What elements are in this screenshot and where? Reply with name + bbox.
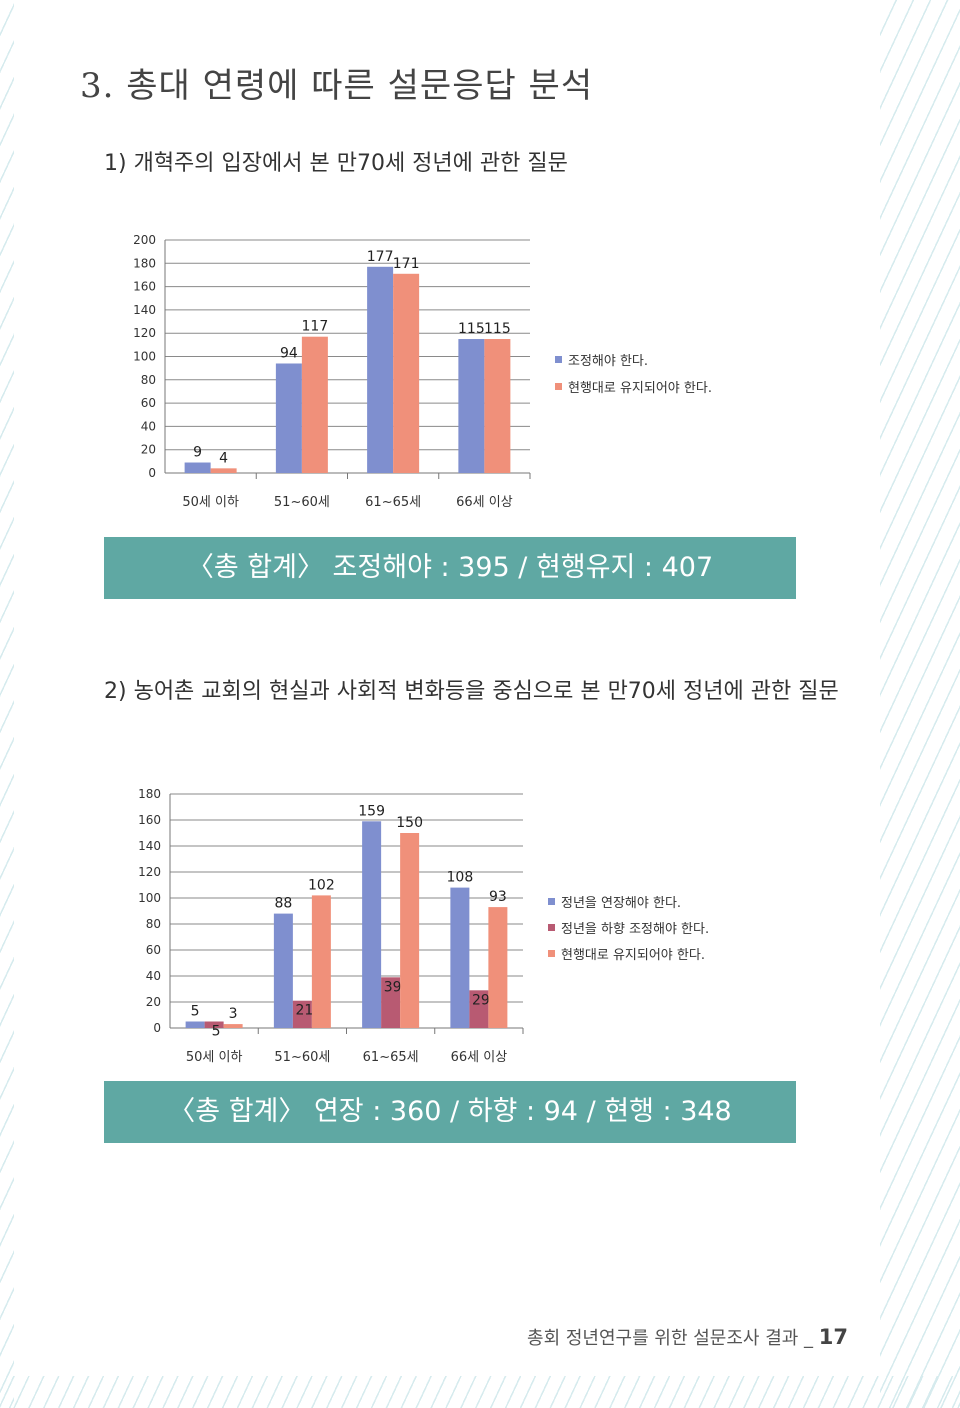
- data-label: 117: [302, 319, 329, 335]
- y-tick-label: 140: [138, 839, 161, 853]
- data-label: 88: [274, 896, 292, 912]
- bar: [273, 913, 293, 1028]
- data-label: 171: [393, 256, 420, 272]
- legend-label: 조정해야 한다.: [568, 354, 648, 369]
- bar: [458, 339, 485, 473]
- x-tick-label: 61~65세: [363, 1050, 419, 1065]
- y-tick-label: 100: [133, 350, 156, 364]
- y-tick-label: 180: [133, 256, 156, 270]
- legend-swatch: [548, 898, 555, 905]
- y-tick-label: 160: [138, 813, 161, 827]
- data-label: 29: [472, 992, 490, 1008]
- bar: [223, 1024, 243, 1028]
- total-banner-2: 〈총 합계〉 연장 : 360 / 하향 : 94 / 현행 : 348: [104, 1081, 796, 1143]
- question-2: 2) 농어촌 교회의 현실과 사회적 변화등을 중심으로 본 만70세 정년에 …: [104, 679, 839, 704]
- data-label: 94: [280, 345, 298, 361]
- data-label: 4: [219, 450, 228, 466]
- legend-swatch: [548, 950, 555, 957]
- legend-label: 현행대로 유지되어야 한다.: [568, 380, 712, 396]
- y-tick-label: 0: [153, 1021, 161, 1035]
- legend-swatch: [548, 924, 555, 931]
- x-tick-label: 66세 이상: [456, 495, 513, 510]
- y-tick-label: 120: [133, 326, 156, 340]
- bar: [311, 895, 331, 1028]
- data-label: 177: [367, 249, 394, 265]
- data-label: 21: [295, 1003, 313, 1019]
- legend-label: 정년을 연장해야 한다.: [561, 896, 681, 911]
- bar: [381, 977, 401, 1028]
- y-tick-label: 100: [138, 891, 161, 905]
- bar: [185, 1021, 205, 1028]
- legend-label: 정년을 하향 조정해야 한다.: [561, 922, 709, 937]
- y-tick-label: 120: [138, 865, 161, 879]
- bar: [488, 907, 508, 1028]
- data-label: 93: [489, 889, 507, 905]
- y-tick-label: 140: [133, 303, 156, 317]
- y-tick-label: 160: [133, 280, 156, 294]
- data-label: 39: [384, 979, 402, 995]
- data-label: 102: [308, 877, 335, 893]
- bar: [204, 1021, 224, 1028]
- data-label: 5: [212, 1024, 221, 1040]
- y-tick-label: 60: [141, 396, 156, 410]
- total-banner-1: 〈총 합계〉 조정해야 : 395 / 현행유지 : 407: [104, 537, 796, 599]
- x-tick-label: 50세 이하: [186, 1050, 243, 1065]
- bar: [362, 821, 382, 1028]
- data-label: 9: [193, 445, 202, 461]
- page-number: 17: [818, 1325, 848, 1349]
- x-tick-label: 61~65세: [365, 495, 421, 510]
- bar: [484, 339, 511, 473]
- decorative-hatch-left: [0, 0, 14, 1408]
- y-tick-label: 0: [148, 466, 156, 480]
- data-label: 150: [396, 815, 423, 831]
- bar: [367, 266, 394, 473]
- y-tick-label: 80: [146, 917, 161, 931]
- x-tick-label: 51~60세: [274, 495, 330, 510]
- bar: [210, 468, 237, 473]
- data-label: 5: [191, 1004, 200, 1020]
- bar: [400, 833, 420, 1028]
- bar: [450, 887, 470, 1028]
- section-title: 3. 총대 연령에 따른 설문응답 분석: [80, 66, 594, 106]
- bar: [275, 363, 302, 473]
- footer-text: 총회 정년연구를 위한 설문조사 결과 _: [527, 1328, 819, 1349]
- y-tick-label: 60: [146, 943, 161, 957]
- bar: [301, 336, 328, 473]
- x-tick-label: 51~60세: [274, 1050, 330, 1065]
- y-tick-label: 20: [141, 443, 156, 457]
- page-footer: 총회 정년연구를 위한 설문조사 결과 _ 17: [527, 1324, 848, 1350]
- legend-swatch: [555, 356, 562, 363]
- y-tick-label: 80: [141, 373, 156, 387]
- bar: [393, 273, 420, 473]
- data-label: 3: [229, 1006, 238, 1022]
- y-tick-label: 180: [138, 787, 161, 801]
- y-tick-label: 200: [133, 233, 156, 247]
- bar: [469, 990, 489, 1028]
- bar: [292, 1000, 312, 1028]
- data-label: 115: [458, 321, 485, 337]
- legend-label: 현행대로 유지되어야 한다.: [561, 947, 705, 963]
- y-tick-label: 20: [146, 995, 161, 1009]
- x-tick-label: 50세 이하: [182, 495, 239, 510]
- data-label: 115: [484, 321, 511, 337]
- y-tick-label: 40: [146, 969, 161, 983]
- legend-swatch: [555, 383, 562, 390]
- y-tick-label: 40: [141, 419, 156, 433]
- data-label: 108: [447, 870, 474, 886]
- data-label: 159: [358, 803, 385, 819]
- decorative-hatch-bottom: [0, 1376, 960, 1408]
- question-1: 1) 개혁주의 입장에서 본 만70세 정년에 관한 질문: [104, 151, 568, 176]
- bar: [184, 462, 211, 473]
- decorative-hatch-right: [880, 0, 960, 1408]
- x-tick-label: 66세 이상: [451, 1050, 508, 1065]
